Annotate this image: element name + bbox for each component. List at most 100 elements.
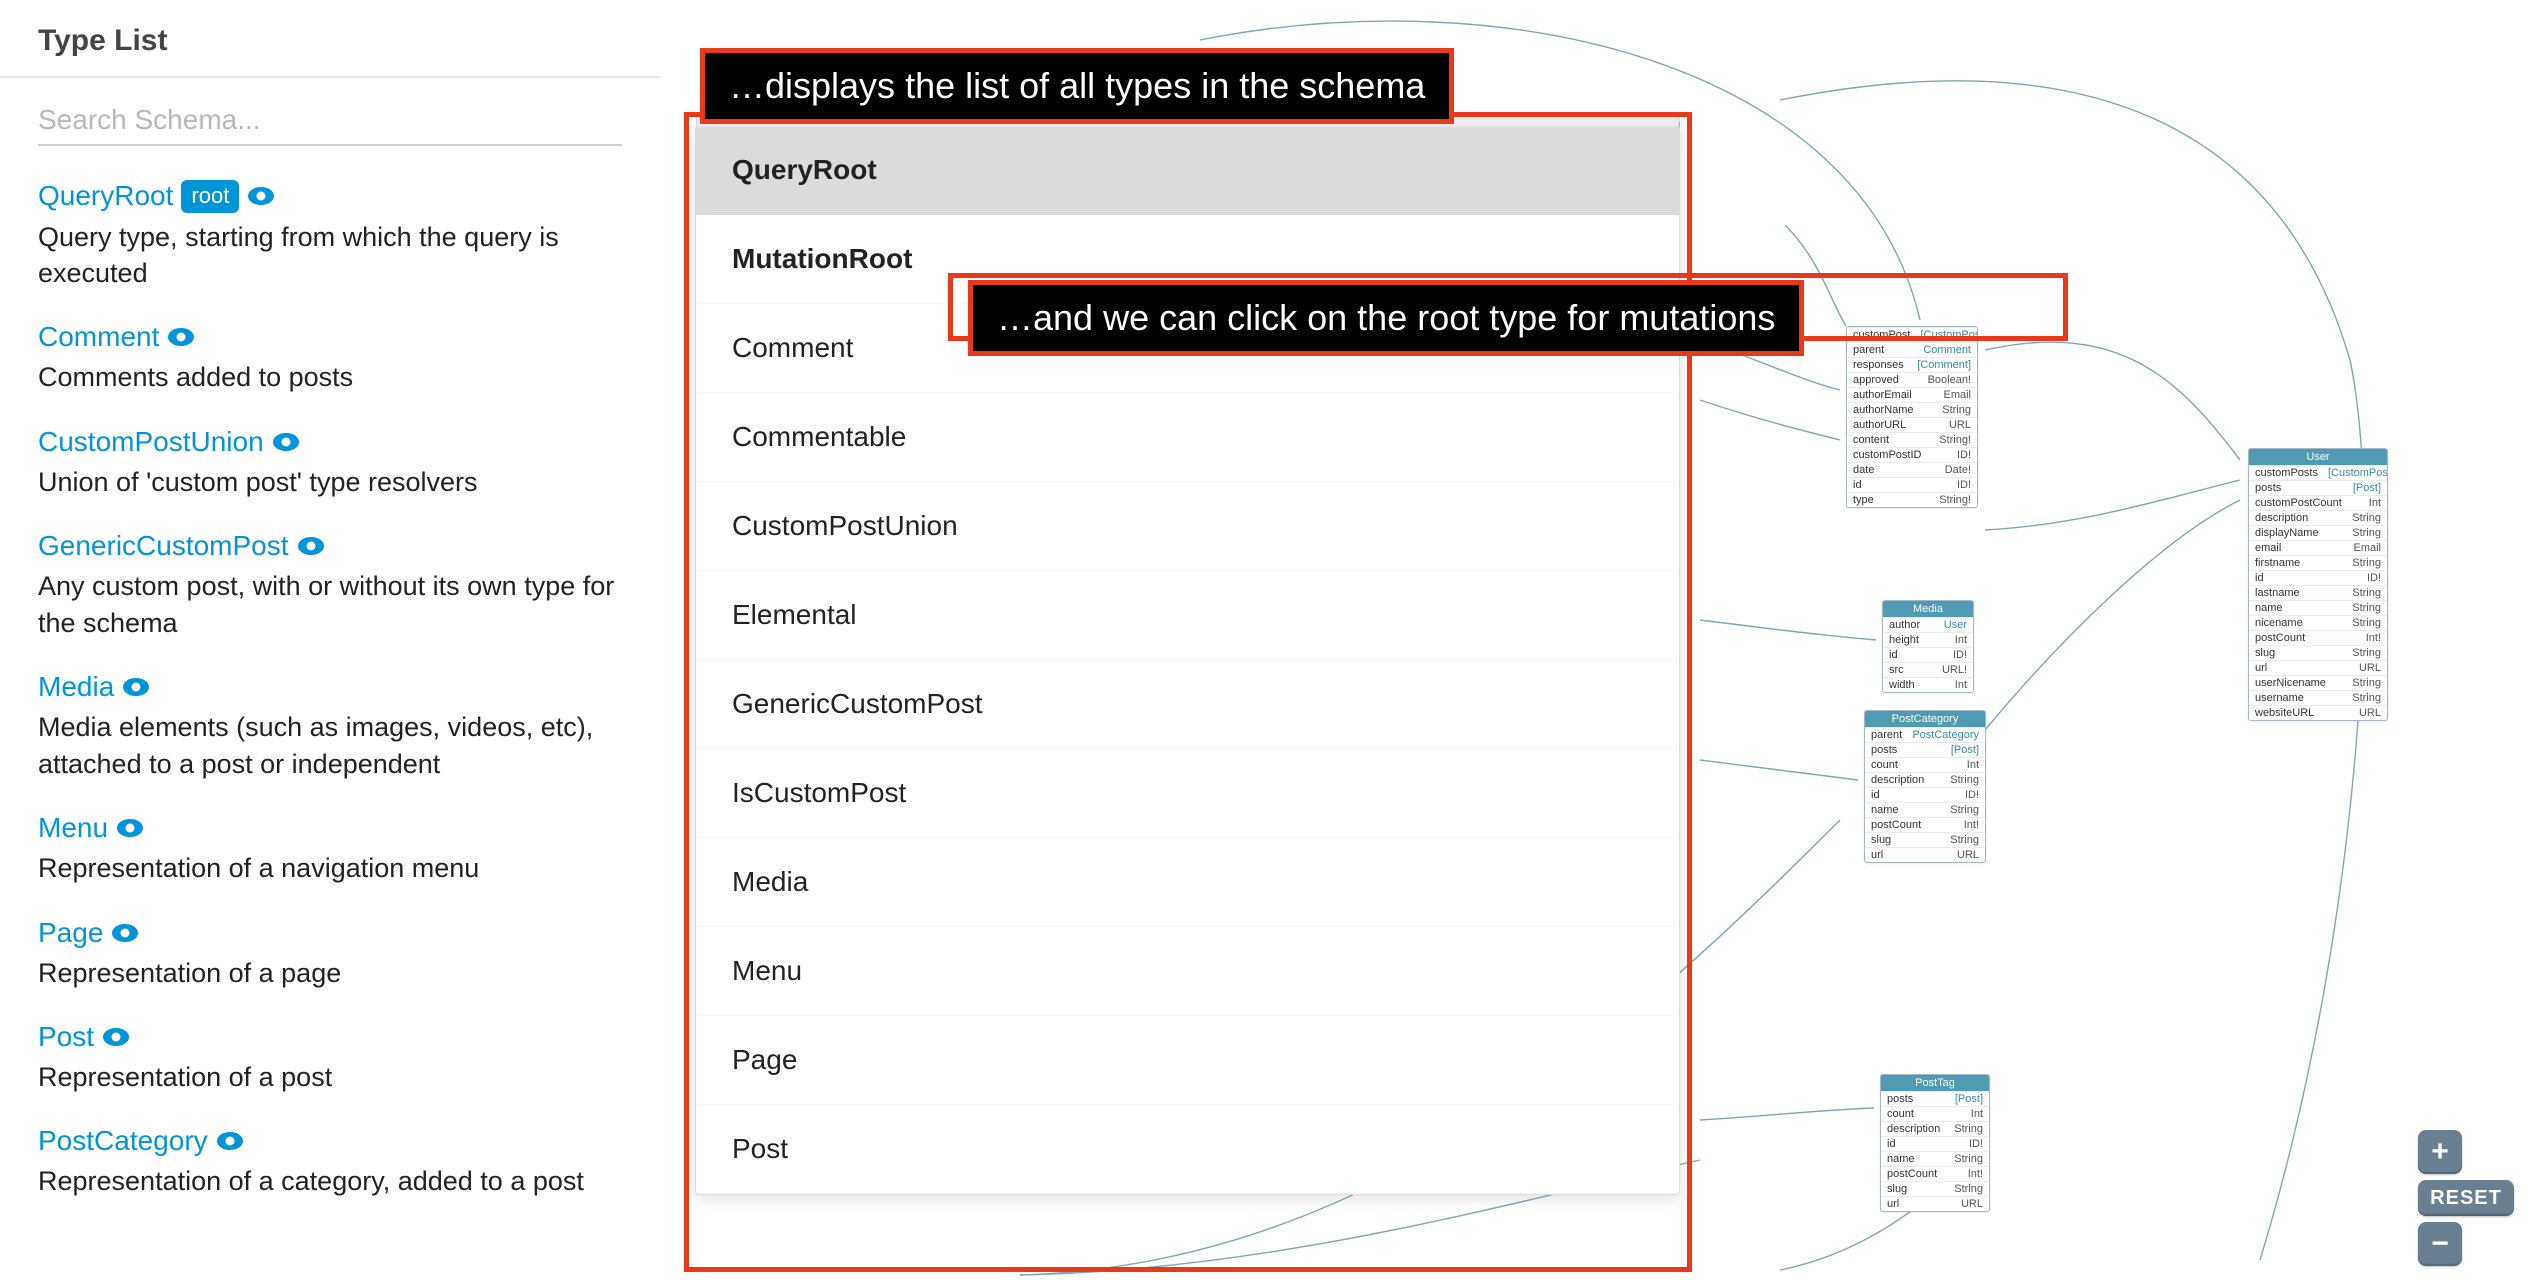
type-link[interactable]: CustomPostUnion (38, 426, 264, 458)
graph-field-row: urlURL (1865, 847, 1985, 862)
graph-type-box[interactable]: PostCategoryparentPostCategoryposts[Post… (1864, 710, 1986, 863)
graph-field-row: usernameString (2249, 690, 2387, 705)
eye-icon[interactable] (216, 1131, 244, 1151)
graph-field-row: lastnameString (2249, 585, 2387, 600)
type-description: Query type, starting from which the quer… (38, 219, 622, 292)
graph-field-row: authorNameString (1847, 402, 1977, 417)
graph-field-row: countInt (1881, 1106, 1989, 1121)
type-link[interactable]: QueryRoot (38, 180, 173, 212)
dropdown-item[interactable]: Commentable (696, 393, 1679, 482)
type-description: Representation of a post (38, 1059, 622, 1095)
type-link[interactable]: PostCategory (38, 1125, 208, 1157)
graph-field-row: nameString (1865, 802, 1985, 817)
dropdown-item[interactable]: Media (696, 838, 1679, 927)
graph-field-row: displayNameString (2249, 525, 2387, 540)
type-link[interactable]: Media (38, 671, 114, 703)
graph-field-row: descriptionString (1865, 772, 1985, 787)
type-description: Any custom post, with or without its own… (38, 568, 622, 641)
graph-field-row: srcURL! (1883, 662, 1973, 677)
dropdown-item[interactable]: IsCustomPost (696, 749, 1679, 838)
type-link[interactable]: Menu (38, 812, 108, 844)
graph-field-row: postCountInt! (2249, 630, 2387, 645)
graph-field-row: descriptionString (2249, 510, 2387, 525)
eye-icon[interactable] (122, 677, 150, 697)
graph-field-row: urlURL (1881, 1196, 1989, 1211)
sidebar-title: Type List (0, 0, 660, 78)
search-input[interactable] (38, 96, 622, 146)
graph-field-row: nameString (1881, 1151, 1989, 1166)
eye-icon[interactable] (272, 432, 300, 452)
type-list-sidebar: Type List QueryRootroot Query type, start… (0, 0, 660, 1280)
graph-field-row: posts[Post] (2249, 480, 2387, 495)
type-description: Comments added to posts (38, 359, 622, 395)
eye-icon[interactable] (111, 923, 139, 943)
graph-field-row: heightInt (1883, 632, 1973, 647)
graph-field-row: postCountInt! (1865, 817, 1985, 832)
eye-icon[interactable] (102, 1027, 130, 1047)
graph-field-row: responses[Comment] (1847, 357, 1977, 372)
graph-type-box[interactable]: customPost[CustomPostUnion]parentComment… (1846, 326, 1978, 508)
dropdown-item[interactable]: Page (696, 1016, 1679, 1105)
type-link[interactable]: GenericCustomPost (38, 530, 289, 562)
graph-field-row: dateDate! (1847, 462, 1977, 477)
graph-box-title: PostCategory (1865, 711, 1985, 727)
zoom-out-button[interactable]: − (2418, 1222, 2462, 1266)
graph-field-row: nicenameString (2249, 615, 2387, 630)
root-badge: root (181, 180, 239, 213)
graph-field-row: widthInt (1883, 677, 1973, 692)
dropdown-item[interactable]: GenericCustomPost (696, 660, 1679, 749)
type-item: PageRepresentation of a page (38, 901, 622, 1005)
eye-icon[interactable] (167, 327, 195, 347)
graph-field-row: nameString (2249, 600, 2387, 615)
graph-field-row: countInt (1865, 757, 1985, 772)
type-item: GenericCustomPost Any custom post, with o… (38, 514, 622, 655)
dropdown-item[interactable]: Elemental (696, 571, 1679, 660)
eye-icon[interactable] (247, 186, 275, 206)
type-link[interactable]: Post (38, 1021, 94, 1053)
graph-field-row: idID! (2249, 570, 2387, 585)
graph-type-box[interactable]: UsercustomPosts[CustomPostUnion]posts[Po… (2248, 448, 2388, 721)
graph-box-title: User (2249, 449, 2387, 465)
graph-field-row: posts[Post] (1881, 1091, 1989, 1106)
graph-type-box[interactable]: MediaauthorUserheightIntidID!srcURL!widt… (1882, 600, 1974, 693)
type-item: Comment Comments added to posts (38, 305, 622, 409)
type-item: PostCategoryRepresentation of a category… (38, 1109, 622, 1213)
graph-field-row: customPostIDID! (1847, 447, 1977, 462)
graph-field-row: slugString (1865, 832, 1985, 847)
eye-icon[interactable] (297, 536, 325, 556)
graph-field-row: customPost[CustomPostUnion] (1847, 327, 1977, 342)
type-description: Union of 'custom post' type resolvers (38, 464, 622, 500)
graph-field-row: websiteURLURL (2249, 705, 2387, 720)
dropdown-item[interactable]: CustomPostUnion (696, 482, 1679, 571)
zoom-reset-button[interactable]: RESET (2418, 1180, 2514, 1216)
graph-type-box[interactable]: PostTagposts[Post]countIntdescriptionStr… (1880, 1074, 1990, 1212)
graph-box-title: PostTag (1881, 1075, 1989, 1091)
type-link[interactable]: Comment (38, 321, 159, 353)
type-item: CustomPostUnion Union of 'custom post' ty… (38, 410, 622, 514)
annotation-top: …displays the list of all types in the s… (700, 48, 1454, 124)
zoom-controls: + RESET − (2418, 1130, 2514, 1266)
graph-field-row: idID! (1865, 787, 1985, 802)
graph-field-row: emailEmail (2249, 540, 2387, 555)
annotation-mid: …and we can click on the root type for m… (968, 280, 1804, 356)
type-description: Media elements (such as images, videos, … (38, 709, 622, 782)
type-item: Post Representation of a post (38, 1005, 622, 1109)
dropdown-item[interactable]: Post (696, 1105, 1679, 1194)
graph-field-row: slugString (2249, 645, 2387, 660)
type-link[interactable]: Page (38, 917, 103, 949)
eye-icon[interactable] (116, 818, 144, 838)
type-item: Menu Representation of a navigation menu (38, 796, 622, 900)
graph-field-row: approvedBoolean! (1847, 372, 1977, 387)
graph-field-row: urlURL (2249, 660, 2387, 675)
graph-field-row: firstnameString (2249, 555, 2387, 570)
graph-field-row: typeString! (1847, 492, 1977, 507)
graph-field-row: idID! (1883, 647, 1973, 662)
graph-field-row: parentComment (1847, 342, 1977, 357)
type-description: Representation of a navigation menu (38, 850, 622, 886)
graph-field-row: parentPostCategory (1865, 727, 1985, 742)
dropdown-item[interactable]: Menu (696, 927, 1679, 1016)
zoom-in-button[interactable]: + (2418, 1130, 2462, 1174)
dropdown-item[interactable]: QueryRoot (696, 126, 1679, 215)
graph-field-row: slugString (1881, 1181, 1989, 1196)
type-items-list: QueryRootroot Query type, starting from w… (0, 156, 660, 1214)
